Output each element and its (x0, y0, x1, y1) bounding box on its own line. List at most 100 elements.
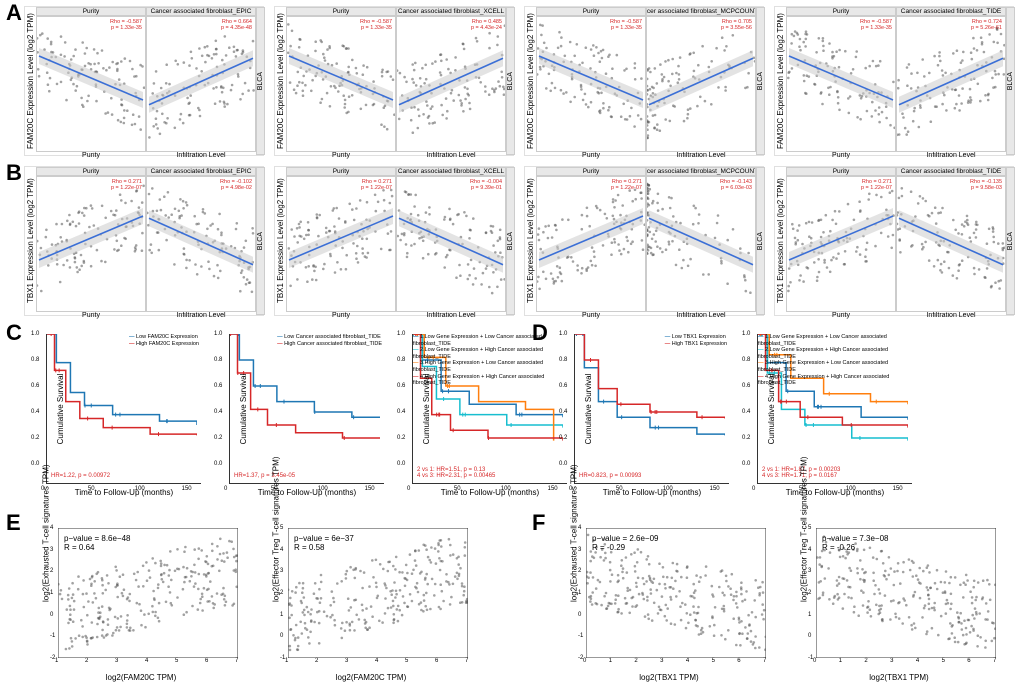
y-tick: 0.8 (214, 357, 222, 363)
y-tick: 0.0 (559, 461, 567, 467)
x-tick: 1 (839, 658, 842, 664)
y-tick: 0.2 (559, 435, 567, 441)
y-axis-label: log2(Exhausted T-cell signatures TPM) (570, 464, 579, 602)
y-tick: 1.0 (214, 331, 222, 337)
stat-annotation: Rho = 0.271 p = 1.22e-07 (611, 179, 642, 191)
x-axis-label-purity: Purity (536, 152, 646, 159)
y-tick: 5 (808, 525, 811, 531)
x-tick: 7 (763, 658, 766, 664)
x-axis-label-infiltration: Infiltration Level (646, 312, 756, 319)
x-tick: 3 (660, 658, 663, 664)
y-tick: 0 (808, 633, 811, 639)
stat-annotation: Rho = -0.587 p = 1.33e-35 (610, 19, 642, 31)
strip-label: BLCA (507, 232, 514, 250)
x-tick: 7 (993, 658, 996, 664)
y-axis-label: TBX1 Expression Level (log2 TPM) (525, 167, 536, 315)
y-tick: 0.8 (31, 357, 39, 363)
x-tick: 2 (864, 658, 867, 664)
scatter-pair: TBX1 Expression Level (log2 TPM)Purityan… (524, 166, 764, 316)
y-tick: 2 (808, 590, 811, 596)
stat-annotation: p−value = 2.6e−09 R = -0.29 (592, 534, 659, 552)
km-plot: 0.00.20.40.60.81.0050100150Cumulative Su… (574, 334, 729, 484)
y-tick: 0.4 (559, 409, 567, 415)
y-tick: 0.2 (214, 435, 222, 441)
facet-title-infiltration: Cancer associated fibroblast_EPIC (146, 167, 256, 176)
y-tick: 0.6 (31, 383, 39, 389)
facet-title-purity: Purity (286, 167, 396, 176)
y-tick: -1 (578, 633, 583, 639)
legend-item: — 1.Low Gene Expression + Low Cancer ass… (413, 334, 565, 347)
km-plot: 0.00.20.40.60.81.0050100150Cumulative Su… (757, 334, 912, 484)
legend-item: — 3.High Gene Expression + Low Cancer as… (758, 360, 910, 373)
y-tick: 0.4 (31, 409, 39, 415)
legend-item: — Low FAM20C Expression (129, 334, 199, 341)
hr-annotation: HR=0.823, p = 0.00993 (579, 473, 641, 479)
facet-title-purity: Purity (536, 7, 646, 16)
y-tick: -1 (50, 633, 55, 639)
y-tick: 2 (280, 590, 283, 596)
facet-title-purity: Purity (36, 167, 146, 176)
legend-item: — Low TBX1 Expression (665, 334, 727, 341)
y-tick: 4 (578, 525, 581, 531)
y-axis-label: Cumulative Survival (56, 373, 65, 444)
facet-title-infiltration: Cancer associated fibroblast_TIDE (896, 7, 1006, 16)
x-tick: 1 (609, 658, 612, 664)
y-tick: 0.6 (397, 383, 405, 389)
x-tick: 2 (85, 658, 88, 664)
stat-annotation: Rho = 0.485 p = 4.43e-24 (471, 19, 502, 31)
stat-annotation: Rho = -0.102 p = 4.98e-02 (220, 179, 252, 191)
y-tick: 0.8 (742, 357, 750, 363)
purity-scatter: Rho = 0.271 p = 1.22e-07 (286, 176, 396, 312)
facet-title-infiltration: Cancer associated fibroblast_TIDE (896, 167, 1006, 176)
panel-label-a: A (6, 0, 22, 26)
x-tick: 0 (813, 658, 816, 664)
y-tick: 0.6 (742, 383, 750, 389)
infiltration-scatter: Rho = -0.102 p = 4.98e-02 (146, 176, 256, 312)
x-axis-label-purity: Purity (786, 152, 896, 159)
panel-label-c: C (6, 320, 22, 346)
infiltration-scatter: Rho = -0.004 p = 9.39e-01 (396, 176, 506, 312)
stat-annotation: Rho = 0.271 p = 1.22e-07 (361, 179, 392, 191)
purity-scatter: Rho = -0.587 p = 1.33e-35 (536, 16, 646, 152)
infiltration-scatter: Rho = -0.135 p = 9.58e-03 (896, 176, 1006, 312)
legend-item: — 1.Low Gene Expression + Low Cancer ass… (758, 334, 910, 347)
legend: — Low TBX1 Expression— High TBX1 Express… (665, 334, 727, 347)
y-tick: 4 (808, 547, 811, 553)
y-tick: 1.0 (31, 331, 39, 337)
y-tick: 0.2 (31, 435, 39, 441)
y-tick: 0.2 (742, 435, 750, 441)
facet-title-infiltration: Cancer associated fibroblast_XCELL (396, 167, 506, 176)
facet-title-purity: Purity (36, 7, 146, 16)
row-d: 0.00.20.40.60.81.0050100150Cumulative Su… (574, 334, 912, 484)
facet-title-purity: Purity (286, 7, 396, 16)
y-tick: 0.0 (397, 461, 405, 467)
panel-label-b: B (6, 160, 22, 186)
strip-label: BLCA (507, 72, 514, 90)
legend-item: — 4.High Gene Expression + High Cancer a… (413, 374, 565, 387)
x-axis-label: Time to Follow-Up (months) (47, 488, 201, 497)
scatter-pair: FAM20C Expression Level (log2 TPM)Purity… (24, 6, 264, 156)
scatter-pair: TBX1 Expression Level (log2 TPM)PurityCa… (274, 166, 514, 316)
x-tick: 2 (315, 658, 318, 664)
legend-item: — Low Cancer associated fibroblast_TIDE (277, 334, 382, 341)
stat-annotation: Rho = 0.705 p = 3.55e-56 (721, 19, 752, 31)
stat-annotation: p−value = 6e−37 R = 0.58 (294, 534, 354, 552)
purity-scatter: Rho = -0.587 p = 1.33e-35 (36, 16, 146, 152)
x-axis-label: log2(TBX1 TPM) (794, 673, 1004, 682)
legend-item: — High Cancer associated fibroblast_TIDE (277, 341, 382, 348)
y-axis-label: FAM20C Expression Level (log2 TPM) (275, 7, 286, 155)
facet-title-infiltration: ancer associated fibroblast_MCPCOUNTE (646, 7, 756, 16)
strip-label: BLCA (757, 72, 764, 90)
x-tick: 0 (752, 486, 755, 492)
legend-item: — High FAM20C Expression (129, 341, 199, 348)
facet-title-infiltration: ancer associated fibroblast_MCPCOUNTE (646, 167, 756, 176)
y-tick: 1 (808, 612, 811, 618)
y-axis-label: FAM20C Expression Level (log2 TPM) (775, 7, 786, 155)
hr-annotation: HR=1.37, p = 3.45e-05 (234, 473, 295, 479)
scatter-pair: TBX1 Expression Level (log2 TPM)PurityCa… (24, 166, 264, 316)
y-tick: 4 (50, 525, 53, 531)
y-tick: 3 (50, 547, 53, 553)
y-tick: 2 (50, 568, 53, 574)
x-axis-label: log2(FAM20C TPM) (36, 673, 246, 682)
y-tick: 1.0 (397, 331, 405, 337)
